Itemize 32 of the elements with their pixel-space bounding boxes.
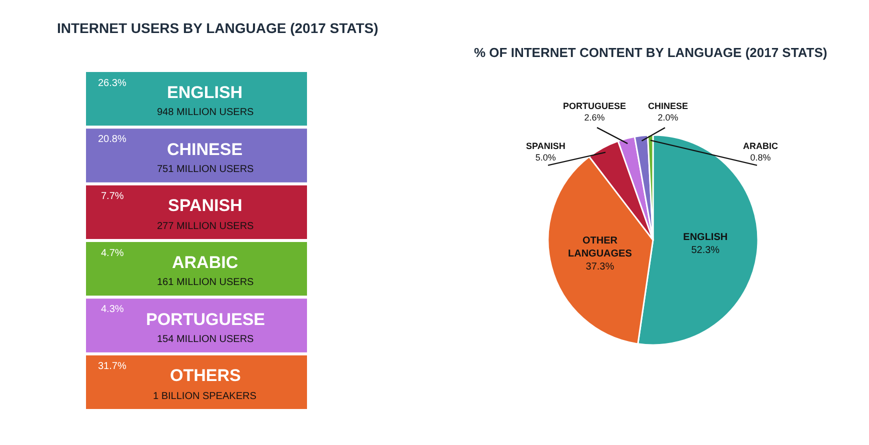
category-label: PORTUGUESE: [146, 310, 266, 329]
slice-label: PORTUGUESE: [563, 101, 626, 111]
data-label: 5.0%: [535, 152, 556, 163]
text: 31.7%: [98, 361, 126, 372]
text: 4.3%: [101, 304, 124, 315]
text: 161 MILLION USERS: [157, 277, 254, 288]
text: INTERNET USERS BY LANGUAGE (2017 STATS): [57, 20, 378, 36]
text: 26.3%: [98, 78, 126, 89]
text: 277 MILLION USERS: [157, 221, 254, 232]
category-label: CHINESE: [167, 140, 243, 159]
slice-label: OTHER LANGUAGES: [568, 235, 632, 260]
text: 154 MILLION USERS: [157, 334, 254, 345]
data-label: 0.8%: [750, 152, 771, 163]
text: 948 MILLION USERS: [157, 107, 254, 118]
category-label: SPANISH: [168, 196, 242, 215]
data-label: 2.0%: [658, 112, 678, 123]
slice-label: ENGLISH: [683, 232, 728, 243]
data-label: 2.6%: [584, 112, 605, 123]
category-label: ENGLISH: [167, 83, 243, 102]
text: 751 MILLION USERS: [157, 164, 254, 175]
category-label: OTHERS: [170, 366, 241, 385]
slice-label: SPANISH: [526, 141, 566, 151]
text: 20.8%: [98, 134, 126, 145]
slice-label: CHINESE: [648, 101, 688, 111]
category-label: ARABIC: [172, 253, 238, 272]
text: 1 BILLION SPEAKERS: [153, 391, 257, 402]
chart-title: % OF INTERNET CONTENT BY LANGUAGE (2017 STATS): [474, 45, 828, 60]
data-label: 52.3%: [691, 244, 720, 256]
slice-label: ARABIC: [743, 141, 778, 151]
text: 4.7%: [101, 248, 124, 259]
text: 7.7%: [101, 191, 124, 202]
data-label: 37.3%: [586, 261, 614, 272]
